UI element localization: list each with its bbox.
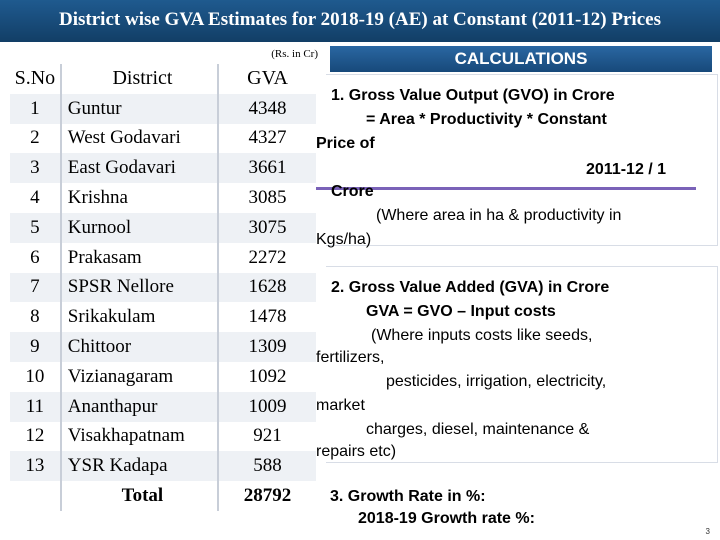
row-gva: 3085 bbox=[248, 187, 287, 209]
growth-line-1: 3. Growth Rate in %: bbox=[330, 488, 486, 505]
row-sno: 11 bbox=[10, 391, 62, 422]
row-district: Guntur bbox=[60, 93, 220, 124]
row-sno: 6 bbox=[10, 242, 62, 273]
row-sno: 13 bbox=[10, 451, 62, 482]
units-label: (Rs. in Cr) bbox=[271, 48, 318, 60]
row-district: Visakhapatnam bbox=[60, 421, 220, 452]
row-sno: 3 bbox=[10, 153, 62, 184]
gvo-line-4: 2011-12 / 1 bbox=[586, 161, 667, 178]
row-gva: 3661 bbox=[218, 153, 316, 184]
total-row: Total 28792 bbox=[10, 481, 316, 511]
table-row: 12 Visakhapatnam 921 bbox=[10, 421, 316, 452]
table-row: 1 Guntur 4348 bbox=[10, 93, 316, 124]
gva-line-7: charges, diesel, maintenance & bbox=[366, 421, 590, 438]
gva-line-1: 2. Gross Value Added (GVA) in Crore bbox=[331, 279, 610, 296]
row-sno: 9 bbox=[10, 332, 62, 362]
gva-line-8: repairs etc) bbox=[316, 443, 397, 460]
row-district: East Godavari bbox=[60, 153, 220, 184]
row-district: SPSR Nellore bbox=[60, 272, 220, 303]
gva-line-4: fertilizers, bbox=[316, 349, 385, 366]
row-district: West Godavari bbox=[60, 123, 220, 154]
total-value: 28792 bbox=[243, 485, 292, 507]
row-gva: 4327 bbox=[248, 127, 287, 149]
row-district: Krishna bbox=[60, 183, 220, 213]
gva-line-3: (Where inputs costs like seeds, bbox=[371, 327, 593, 344]
row-gva: 2272 bbox=[248, 246, 287, 268]
table-row: 6 Prakasam 2272 bbox=[10, 242, 316, 273]
page-number: 3 bbox=[705, 527, 710, 536]
row-sno: 1 bbox=[10, 93, 62, 124]
gvo-line-7: Kgs/ha) bbox=[316, 231, 372, 248]
gvo-line-5: Crore bbox=[331, 183, 374, 200]
row-district: Ananthapur bbox=[60, 391, 220, 422]
table-header-row: S.No District GVA bbox=[10, 64, 316, 94]
slide-title: District wise GVA Estimates for 2018-19 … bbox=[0, 0, 720, 42]
gva-table-container: S.No District GVA 1 Guntur 4348 2 West Godav… bbox=[10, 64, 316, 516]
row-sno: 8 bbox=[10, 302, 62, 333]
row-district: Prakasam bbox=[60, 242, 220, 273]
row-sno: 4 bbox=[10, 183, 62, 213]
total-label: Total bbox=[60, 481, 220, 511]
row-sno: 5 bbox=[10, 212, 62, 243]
table-row: 10 Vizianagaram 1092 bbox=[10, 361, 316, 392]
row-gva: 1009 bbox=[218, 391, 316, 422]
gvo-section: 1. Gross Value Output (GVO) in Crore = A… bbox=[316, 74, 718, 248]
row-gva: 1092 bbox=[248, 365, 287, 387]
gva-section: 2. Gross Value Added (GVA) in Crore GVA … bbox=[316, 266, 718, 463]
table-row: 8 Srikakulam 1478 bbox=[10, 302, 316, 333]
total-blank bbox=[10, 481, 62, 511]
row-sno: 2 bbox=[10, 123, 62, 154]
row-district: Kurnool bbox=[60, 212, 220, 243]
gva-table: S.No District GVA 1 Guntur 4348 2 West Godav… bbox=[10, 64, 316, 511]
row-gva: 588 bbox=[218, 451, 316, 482]
table-row: 3 East Godavari 3661 bbox=[10, 153, 316, 184]
gva-line-6: market bbox=[316, 397, 365, 414]
table-row: 7 SPSR Nellore 1628 bbox=[10, 272, 316, 303]
gvo-line-2: = Area * Productivity * Constant bbox=[366, 111, 607, 128]
gva-line-2: GVA = GVO – Input costs bbox=[366, 303, 556, 320]
gvo-line-6: (Where area in ha & productivity in bbox=[376, 207, 622, 224]
header-district: District bbox=[60, 64, 220, 94]
row-gva: 4348 bbox=[218, 93, 316, 124]
divider-rule bbox=[316, 187, 696, 190]
row-district: Chittoor bbox=[60, 332, 220, 362]
row-sno: 10 bbox=[10, 361, 62, 392]
row-district: Srikakulam bbox=[60, 302, 220, 333]
header-sno: S.No bbox=[10, 64, 62, 94]
gvo-line-1: 1. Gross Value Output (GVO) in Crore bbox=[331, 87, 615, 104]
row-gva: 1628 bbox=[218, 272, 316, 303]
row-gva: 1478 bbox=[248, 306, 287, 328]
row-sno: 7 bbox=[10, 272, 62, 303]
gva-line-5: pesticides, irrigation, electricity, bbox=[386, 373, 607, 390]
growth-line-2: 2018-19 Growth rate %: bbox=[358, 510, 535, 527]
row-gva: 921 bbox=[253, 425, 282, 447]
row-gva: 3075 bbox=[218, 212, 316, 243]
gvo-line-3: Price of bbox=[316, 135, 375, 152]
table-row: 5 Kurnool 3075 bbox=[10, 212, 316, 243]
calculations-header: CALCULATIONS bbox=[330, 46, 712, 72]
growth-section: 3. Growth Rate in %: 2018-19 Growth rate… bbox=[330, 488, 714, 528]
row-gva: 1309 bbox=[218, 332, 316, 362]
header-gva: GVA bbox=[247, 67, 288, 90]
row-district: YSR Kadapa bbox=[60, 451, 220, 482]
table-row: 13 YSR Kadapa 588 bbox=[10, 451, 316, 482]
table-row: 9 Chittoor 1309 bbox=[10, 332, 316, 362]
table-row: 4 Krishna 3085 bbox=[10, 183, 316, 213]
calculations-panel: 1. Gross Value Output (GVO) in Crore = A… bbox=[316, 74, 718, 463]
row-sno: 12 bbox=[10, 421, 62, 452]
row-district: Vizianagaram bbox=[60, 361, 220, 392]
table-row: 2 West Godavari 4327 bbox=[10, 123, 316, 154]
table-row: 11 Ananthapur 1009 bbox=[10, 391, 316, 422]
